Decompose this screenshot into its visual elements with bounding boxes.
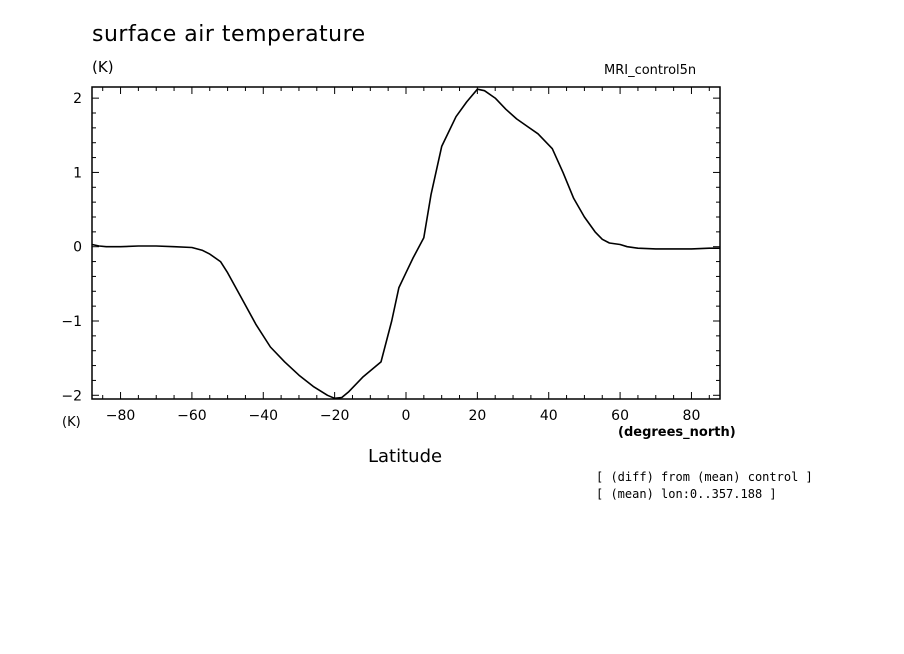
note-diff: [ (diff) from (mean) control ] [596,470,813,484]
y-tick-label: 1 [73,165,82,181]
y-tick-label: −2 [61,388,82,404]
x-axis-label: Latitude [368,446,443,467]
y-tick-label: 2 [73,91,82,107]
x-tick-label: −80 [106,408,136,424]
x-tick-label: 40 [540,408,558,424]
y-axis-unit: (K) [92,58,114,76]
chart-title: surface air temperature [92,22,366,47]
x-tick-label: −40 [248,408,278,424]
note-mean: [ (mean) lon:0..357.188 ] [596,487,777,501]
y-axis-unit-bottom: (K) [62,415,81,430]
y-tick-label: 0 [73,240,82,256]
x-tick-label: 80 [683,408,701,424]
x-tick-label: −20 [320,408,350,424]
x-tick-label: 0 [402,408,411,424]
run-label: MRI_control5n [604,63,697,78]
y-tick-label: −1 [61,314,82,330]
plot-frame [91,86,721,400]
x-tick-label: 60 [611,408,629,424]
series-line [91,88,720,400]
x-tick-label: −60 [177,408,207,424]
x-tick-label: 20 [468,408,486,424]
x-axis-unit: (degrees_north) [618,425,736,440]
